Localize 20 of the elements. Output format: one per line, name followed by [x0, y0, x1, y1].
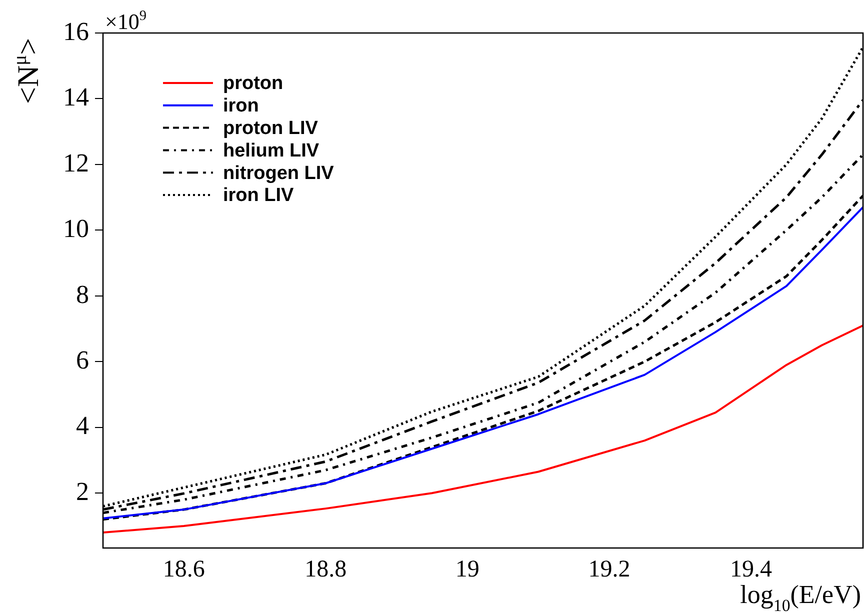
x-tick-label: 19.4	[730, 556, 772, 583]
legend-label: nitrogen LIV	[223, 162, 334, 184]
x-tick-label: 19	[455, 556, 480, 583]
legend-label: iron LIV	[223, 185, 294, 206]
y-axis-title: <Nμ>	[10, 38, 45, 104]
y-tick-label: 16	[63, 16, 89, 46]
y-tick-label: 10	[63, 214, 89, 244]
x-tick-label: 19.2	[588, 556, 630, 583]
y-tick-label: 8	[76, 280, 89, 309]
x-tick-label: 18.6	[162, 556, 205, 583]
y-tick-label: 14	[63, 82, 89, 112]
legend-label: helium LIV	[223, 140, 320, 162]
x-tick-label: 18.8	[304, 556, 347, 583]
legend-label: iron	[223, 96, 259, 117]
y-tick-label: 12	[63, 148, 89, 178]
y-tick-label: 2	[76, 476, 89, 506]
legend-label: proton	[223, 73, 284, 94]
y-tick-label: 6	[76, 345, 89, 374]
y-tick-label: 4	[76, 411, 89, 440]
legend-label: proton LIV	[223, 118, 318, 140]
